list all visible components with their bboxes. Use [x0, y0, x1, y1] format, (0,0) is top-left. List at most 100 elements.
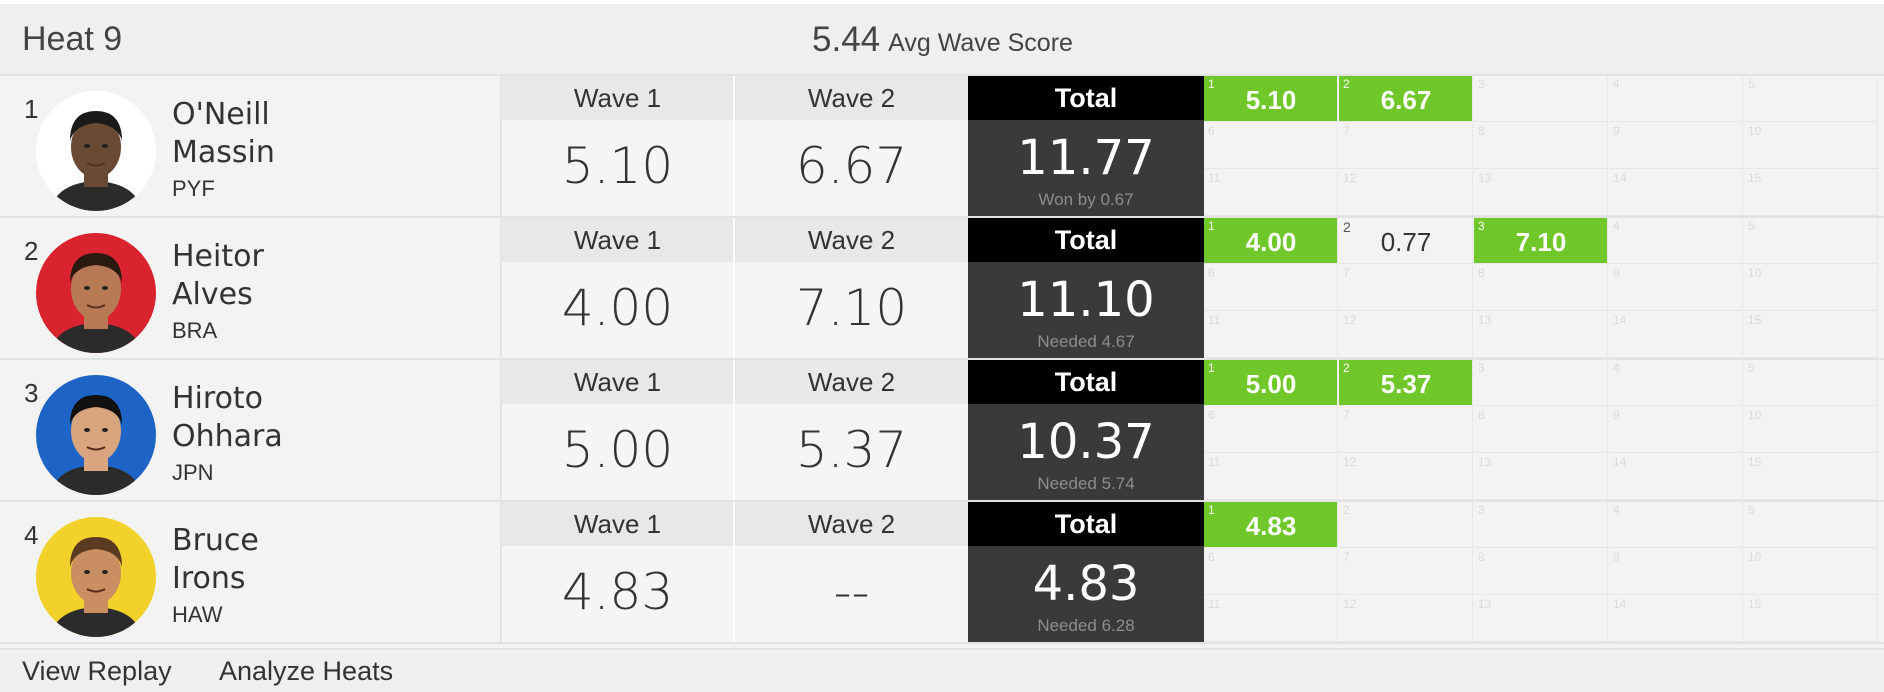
- wave-number: 11: [1208, 313, 1221, 327]
- analyze-heats-link[interactable]: Analyze Heats: [219, 656, 394, 686]
- wave-2-score: 6.67: [735, 120, 968, 216]
- empty-wave-cell: 13: [1474, 170, 1608, 216]
- athlete-avatar: [36, 91, 156, 211]
- heat-scoreboard: Heat 9 5.44 Avg Wave Score 1: [0, 4, 1884, 692]
- athlete-portrait: [36, 91, 156, 211]
- athlete-name[interactable]: Hiroto Ohhara: [172, 380, 492, 456]
- wave-number: 3: [1478, 503, 1485, 517]
- wave-grid: 1 4.83 2 3 4 5 6 7 8 9 10 11 12 13 14 15: [1204, 502, 1884, 642]
- empty-wave-cell: 15: [1744, 596, 1878, 642]
- wave-number: 6: [1208, 408, 1215, 422]
- wave-number: 11: [1208, 597, 1221, 611]
- athlete-rank: 4: [24, 520, 39, 550]
- wave-number: 10: [1748, 408, 1762, 422]
- empty-wave-cell: 14: [1609, 312, 1743, 358]
- wave-number: 11: [1208, 171, 1221, 185]
- wave-number: 14: [1613, 597, 1627, 611]
- athlete-rank: 2: [24, 236, 39, 266]
- wave-cell[interactable]: 1 5.10: [1204, 76, 1338, 122]
- empty-wave-cell: 5: [1744, 360, 1878, 406]
- wave-score: 5.10: [1245, 85, 1297, 115]
- view-replay-link[interactable]: View Replay: [22, 656, 172, 686]
- athlete-row: 3 Hiroto Ohhara: [0, 360, 1884, 502]
- wave-number: 10: [1748, 266, 1762, 280]
- total-score: 4.83: [1032, 556, 1140, 612]
- total-score-box: 10.37 Needed 5.74: [968, 404, 1204, 500]
- empty-wave-cell: 7: [1339, 265, 1473, 311]
- athlete-first-name: Heitor: [172, 239, 264, 274]
- wave-2-header: Wave 2: [735, 218, 968, 262]
- wave-cell[interactable]: 1 4.00: [1204, 218, 1338, 264]
- wave-grid: 1 5.00 2 5.37 3 4 5 6 7 8 9 10 11 12 13 14 15: [1204, 360, 1884, 500]
- empty-wave-cell: 3: [1474, 76, 1608, 122]
- athlete-name[interactable]: O'Neill Massin: [172, 96, 492, 172]
- wave-number: 9: [1613, 550, 1620, 564]
- heat-title: Heat 9: [22, 20, 123, 58]
- wave-1-header: Wave 1: [502, 218, 733, 262]
- wave-number: 13: [1478, 171, 1492, 185]
- wave-cell[interactable]: 2 5.37: [1339, 360, 1473, 406]
- athlete-rank: 1: [24, 94, 39, 124]
- athlete-avatar: [36, 517, 156, 637]
- empty-wave-cell: 10: [1744, 123, 1878, 169]
- empty-wave-cell: 3: [1474, 502, 1608, 548]
- total-header: Total: [968, 360, 1204, 404]
- empty-wave-cell: 11: [1204, 170, 1338, 216]
- wave-number: 5: [1748, 219, 1755, 233]
- empty-wave-cell: 3: [1474, 360, 1608, 406]
- total-score: 11.10: [1017, 272, 1155, 328]
- athlete-info: 1 O'Neill Massin: [0, 76, 502, 216]
- athlete-name[interactable]: Bruce Irons: [172, 522, 492, 598]
- wave-number: 15: [1748, 455, 1762, 469]
- wave-1-score: 4.00: [502, 262, 733, 358]
- wave-number: 15: [1748, 313, 1762, 327]
- wave-2-score: 7.10: [735, 262, 968, 358]
- wave-1-score: 5.10: [502, 120, 733, 216]
- wave-number: 8: [1478, 550, 1485, 564]
- empty-wave-cell: 12: [1339, 170, 1473, 216]
- wave-cell[interactable]: 2 6.67: [1339, 76, 1473, 122]
- empty-wave-cell: 7: [1339, 123, 1473, 169]
- empty-wave-cell: 14: [1609, 170, 1743, 216]
- wave-cell[interactable]: 1 4.83: [1204, 502, 1338, 548]
- wave-number: 5: [1748, 77, 1755, 91]
- total-score: 11.77: [1017, 130, 1155, 186]
- empty-wave-cell: 10: [1744, 265, 1878, 311]
- wave-score: 0.77: [1380, 227, 1432, 257]
- wave-number: 3: [1478, 219, 1485, 233]
- athlete-country: PYF: [172, 176, 215, 201]
- empty-wave-cell: 4: [1609, 218, 1743, 264]
- athlete-last-name: Alves: [172, 277, 253, 312]
- empty-wave-cell: 8: [1474, 123, 1608, 169]
- wave-number: 8: [1478, 408, 1485, 422]
- empty-wave-cell: 15: [1744, 454, 1878, 500]
- wave-number: 10: [1748, 550, 1762, 564]
- wave-number: 1: [1208, 77, 1215, 91]
- total-note: Needed 5.74: [1037, 474, 1135, 493]
- wave-cell[interactable]: 2 0.77: [1339, 218, 1473, 264]
- wave-number: 13: [1478, 313, 1492, 327]
- wave-number: 2: [1343, 77, 1350, 91]
- empty-wave-cell: 11: [1204, 312, 1338, 358]
- wave-2-header: Wave 2: [735, 76, 968, 120]
- athlete-first-name: Hiroto: [172, 381, 264, 416]
- column-divider: [733, 502, 735, 642]
- athlete-row: 2 Heitor Alves: [0, 218, 1884, 360]
- athlete-name[interactable]: Heitor Alves: [172, 238, 492, 314]
- wave-number: 1: [1208, 503, 1215, 517]
- athlete-first-name: Bruce: [172, 523, 259, 558]
- wave-cell[interactable]: 3 7.10: [1474, 218, 1608, 264]
- avg-wave-score-value: 5.44: [812, 20, 881, 59]
- athlete-rank: 3: [24, 378, 39, 408]
- heat-footer: View Replay Analyze Heats: [0, 648, 1884, 692]
- wave-number: 12: [1343, 313, 1357, 327]
- wave-cell[interactable]: 1 5.00: [1204, 360, 1338, 406]
- wave-number: 2: [1343, 503, 1350, 517]
- empty-wave-cell: 13: [1474, 596, 1608, 642]
- wave-number: 11: [1208, 455, 1221, 469]
- avg-wave-score-label: Avg Wave Score: [888, 29, 1073, 57]
- empty-wave-cell: 8: [1474, 407, 1608, 453]
- total-header: Total: [968, 218, 1204, 262]
- wave-number: 6: [1208, 550, 1215, 564]
- wave-number: 4: [1613, 503, 1620, 517]
